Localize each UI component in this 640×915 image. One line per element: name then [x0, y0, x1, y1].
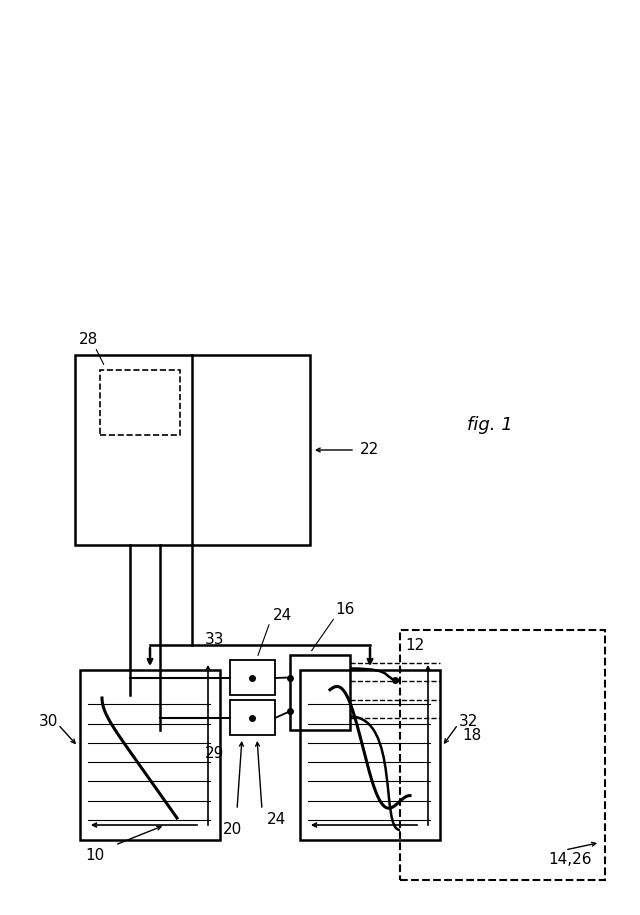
Text: 16: 16 — [335, 602, 355, 618]
Text: 24: 24 — [268, 813, 287, 827]
Text: 18: 18 — [462, 727, 481, 742]
Text: 32: 32 — [458, 714, 477, 728]
Text: 12: 12 — [405, 638, 424, 652]
Text: 24: 24 — [273, 608, 292, 622]
Text: 30: 30 — [38, 714, 58, 728]
Text: 33: 33 — [205, 632, 225, 648]
Text: 20: 20 — [222, 823, 242, 837]
Text: fig. 1: fig. 1 — [467, 416, 513, 434]
Text: 29: 29 — [205, 746, 225, 760]
Text: 28: 28 — [78, 332, 98, 348]
Text: 22: 22 — [360, 443, 380, 458]
Text: 10: 10 — [85, 847, 104, 863]
Text: 14,26: 14,26 — [548, 853, 592, 867]
